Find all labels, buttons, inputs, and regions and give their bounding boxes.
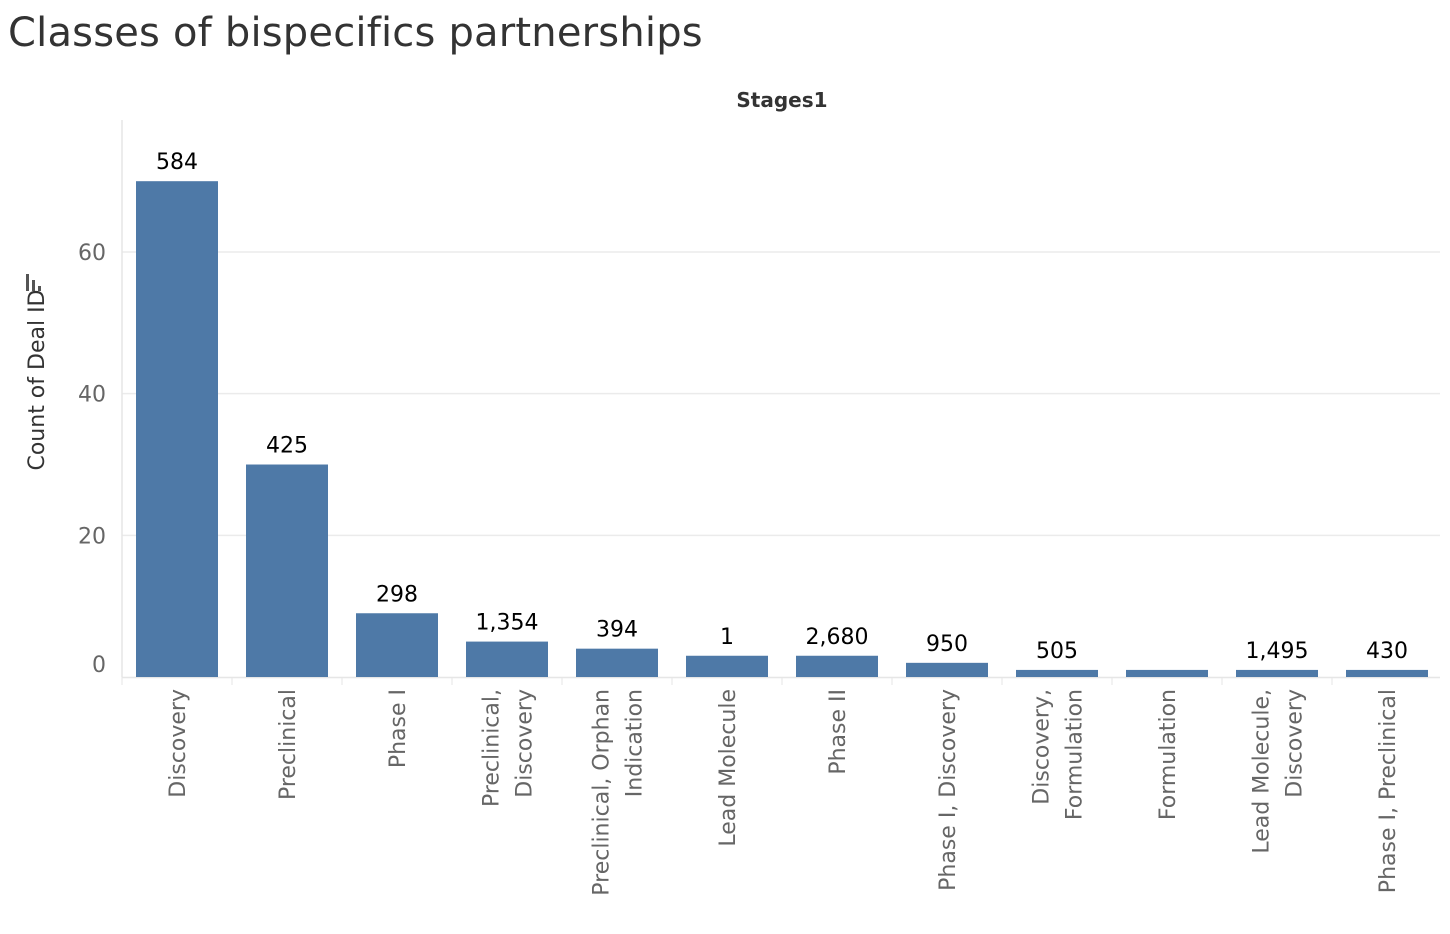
sort-icon[interactable] — [26, 274, 41, 291]
data-label: 584 — [156, 150, 198, 175]
x-tick-label: Preclinical — [276, 689, 301, 800]
bar[interactable] — [576, 648, 658, 677]
x-tick-label: Discovery — [166, 689, 191, 798]
bar[interactable] — [1346, 669, 1428, 677]
bar[interactable] — [466, 641, 548, 677]
y-tick-label: 40 — [78, 383, 106, 408]
data-label: 950 — [926, 632, 968, 657]
y-axis-label: Count of Deal ID — [25, 289, 50, 470]
data-label: 2,680 — [806, 625, 869, 650]
x-tick-label: Phase I, Preclinical — [1376, 689, 1401, 893]
data-label: 1 — [720, 625, 734, 650]
bar[interactable] — [796, 655, 878, 677]
x-tick-labels: Discovery Preclinical Phase I Preclinical, D… — [166, 689, 1401, 896]
bar[interactable] — [356, 613, 438, 677]
bar[interactable] — [1236, 669, 1318, 677]
y-tick-label: 60 — [78, 241, 106, 266]
x-tick-label: Phase II — [826, 689, 851, 775]
x-tick-label: Discovery, Formulation — [1030, 689, 1088, 820]
bar[interactable] — [1126, 669, 1208, 677]
data-label: 298 — [376, 582, 418, 607]
data-labels: 584 425 298 1,354 394 1 2,680 950 505 1,495 430 — [156, 150, 1408, 664]
bar[interactable] — [246, 464, 328, 677]
x-tick-label: Preclinical, Discovery — [480, 689, 538, 807]
chart-title: Classes of bispecifics partnerships — [8, 10, 703, 56]
data-label: 430 — [1366, 639, 1408, 664]
y-tick-label: 0 — [92, 653, 106, 678]
y-tick-label: 20 — [78, 524, 106, 549]
data-label: 1,495 — [1246, 639, 1309, 664]
axes — [121, 120, 1440, 685]
bar[interactable] — [1016, 669, 1098, 677]
data-label: 394 — [596, 618, 638, 643]
bar[interactable] — [906, 662, 988, 677]
x-tick-label: Lead Molecule, Discovery — [1250, 689, 1308, 854]
column-header: Stages1 — [736, 88, 827, 112]
x-tick-label: Phase I, Discovery — [936, 689, 961, 891]
bar[interactable] — [686, 655, 768, 677]
x-tick-label: Phase I — [386, 689, 411, 768]
x-tick-label: Formulation — [1156, 689, 1181, 820]
y-tick-labels: 0 20 40 60 — [78, 241, 106, 678]
x-tick-label: Lead Molecule — [716, 689, 741, 847]
grid-lines — [122, 251, 1440, 537]
bar[interactable] — [136, 181, 218, 677]
bars — [136, 181, 1428, 677]
x-tick-label: Preclinical, Orphan Indication — [590, 689, 648, 896]
data-label: 425 — [266, 434, 308, 459]
data-label: 1,354 — [476, 611, 539, 636]
data-label: 505 — [1036, 639, 1078, 664]
